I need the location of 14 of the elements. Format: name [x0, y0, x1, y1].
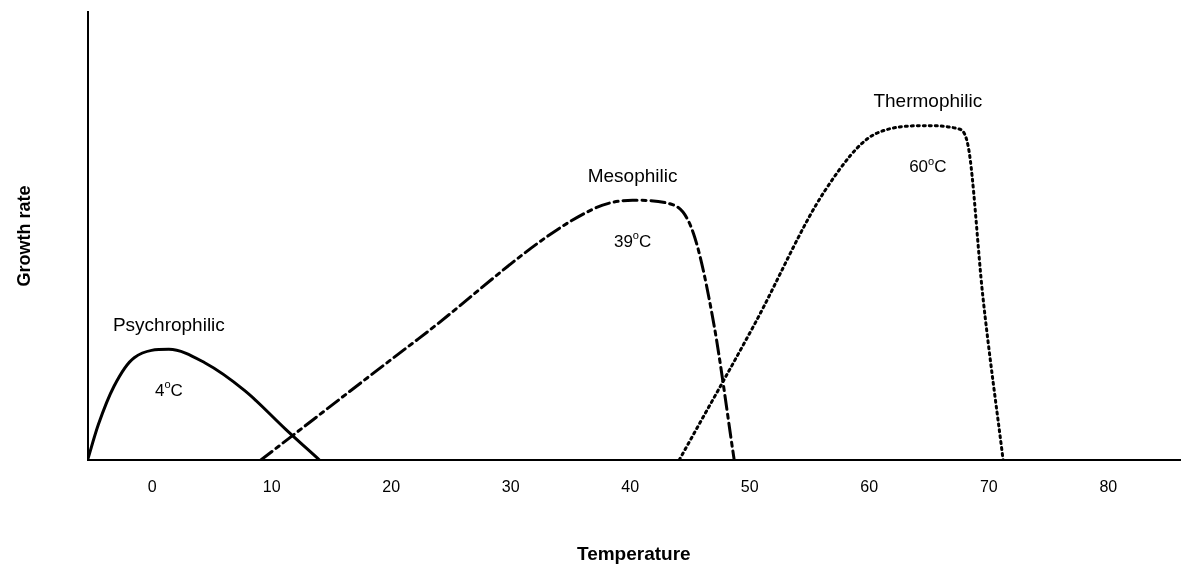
series-label: Thermophilic	[873, 90, 983, 112]
x-tick-label: 40	[621, 478, 640, 496]
y-axis-title: Growth rate	[13, 185, 34, 287]
x-tick-label: 50	[740, 478, 759, 496]
x-tick-label: 30	[501, 478, 520, 496]
x-tick-label: 70	[979, 478, 998, 496]
x-tick-label: 60	[860, 478, 879, 496]
series-label: Psychrophilic	[112, 314, 225, 336]
x-tick-label: 80	[1099, 478, 1118, 496]
series-label: Mesophilic	[587, 164, 678, 186]
x-axis-title: Temperature	[576, 542, 691, 564]
x-tick-label: 0	[147, 478, 157, 496]
x-tick-label: 20	[382, 478, 401, 496]
x-tick-label: 10	[262, 478, 281, 496]
